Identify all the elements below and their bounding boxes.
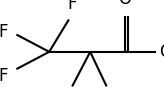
Text: F: F	[0, 67, 8, 85]
Text: O: O	[118, 0, 131, 8]
Text: F: F	[67, 0, 77, 13]
Text: OH: OH	[159, 43, 164, 61]
Text: F: F	[0, 23, 8, 41]
